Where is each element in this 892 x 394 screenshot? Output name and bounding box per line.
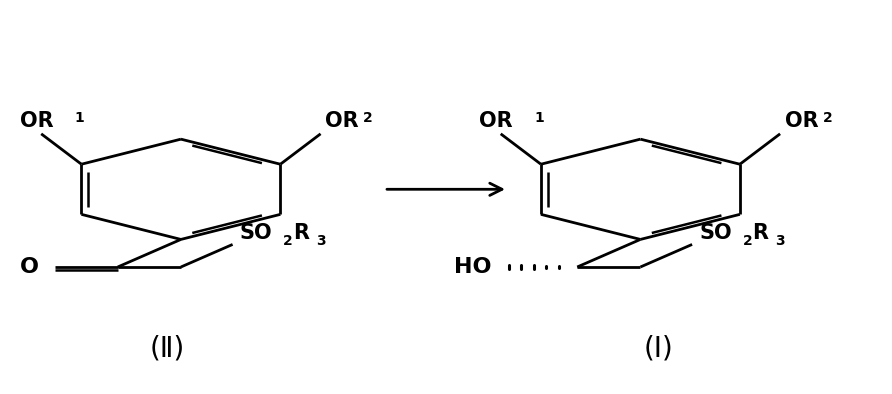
Text: 2: 2 bbox=[363, 112, 373, 125]
Text: (Ⅱ): (Ⅱ) bbox=[150, 335, 186, 363]
Text: 2: 2 bbox=[822, 112, 832, 125]
Text: OR: OR bbox=[480, 111, 513, 131]
Text: OR: OR bbox=[20, 111, 54, 131]
Text: R: R bbox=[293, 223, 309, 243]
Text: OR: OR bbox=[785, 111, 818, 131]
Text: 1: 1 bbox=[75, 112, 85, 125]
Text: 1: 1 bbox=[534, 112, 544, 125]
Text: (Ⅰ): (Ⅰ) bbox=[643, 335, 673, 363]
Text: 2: 2 bbox=[742, 234, 752, 247]
Text: SO: SO bbox=[699, 223, 731, 243]
Text: 2: 2 bbox=[283, 234, 293, 247]
Text: SO: SO bbox=[240, 223, 272, 243]
Text: 3: 3 bbox=[775, 234, 785, 247]
Text: O: O bbox=[20, 257, 38, 277]
Text: R: R bbox=[752, 223, 768, 243]
Text: 3: 3 bbox=[316, 234, 326, 247]
Text: OR: OR bbox=[325, 111, 359, 131]
Text: HO: HO bbox=[454, 257, 492, 277]
